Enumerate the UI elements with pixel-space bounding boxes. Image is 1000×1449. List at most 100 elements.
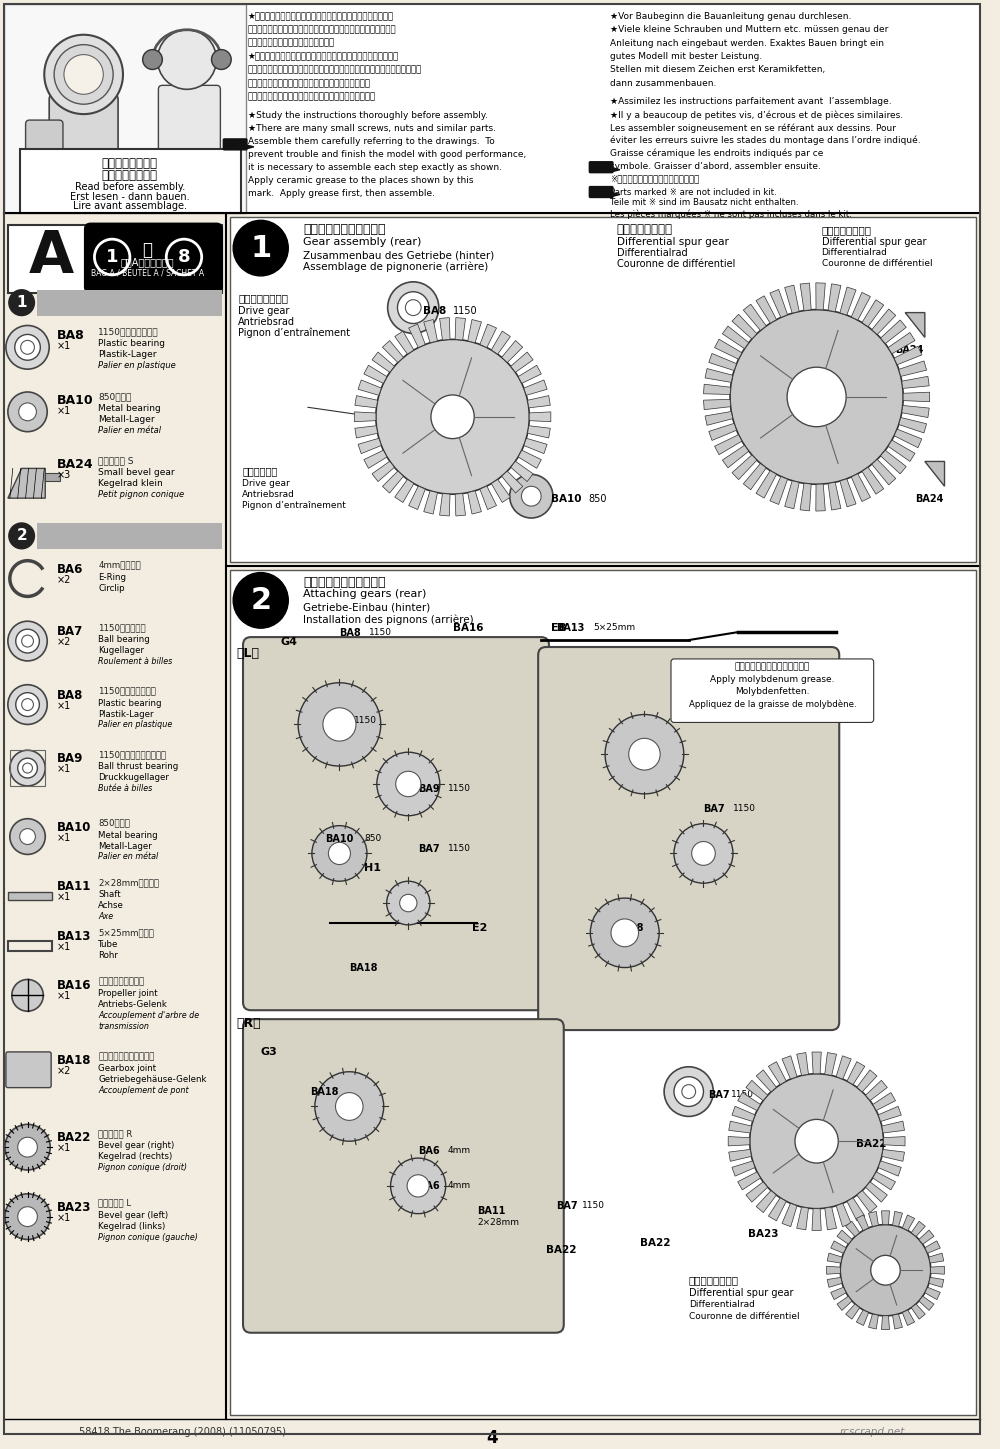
Text: Plastic bearing: Plastic bearing: [98, 698, 162, 707]
Polygon shape: [847, 1062, 865, 1085]
Polygon shape: [840, 287, 856, 314]
Circle shape: [405, 300, 421, 316]
Circle shape: [157, 30, 216, 90]
Text: 1150: 1150: [369, 629, 392, 638]
Text: Differential spur gear: Differential spur gear: [689, 1288, 793, 1298]
Polygon shape: [882, 1122, 905, 1133]
Text: BA24: BA24: [915, 494, 943, 504]
Polygon shape: [878, 1107, 901, 1122]
Text: BA6: BA6: [418, 1181, 440, 1191]
Text: Antriebsrad: Antriebsrad: [242, 490, 295, 500]
Text: 1150スラストベアリング: 1150スラストベアリング: [98, 751, 167, 759]
Text: Drive gear: Drive gear: [242, 480, 290, 488]
Polygon shape: [925, 1287, 940, 1300]
Text: BA11: BA11: [477, 1206, 506, 1216]
Polygon shape: [524, 438, 547, 454]
Text: ×1: ×1: [57, 833, 71, 842]
FancyBboxPatch shape: [85, 223, 222, 293]
Polygon shape: [768, 1062, 786, 1085]
Polygon shape: [705, 412, 733, 426]
Polygon shape: [925, 461, 945, 487]
Circle shape: [44, 35, 123, 114]
Polygon shape: [382, 341, 403, 362]
Polygon shape: [899, 417, 927, 433]
Circle shape: [233, 220, 288, 275]
Text: Palier en métal: Palier en métal: [98, 852, 159, 862]
Text: Petit pignon conique: Petit pignon conique: [98, 490, 185, 500]
Text: Read before assembly.: Read before assembly.: [75, 181, 185, 191]
Polygon shape: [355, 426, 378, 438]
Circle shape: [22, 698, 33, 710]
Polygon shape: [893, 1211, 902, 1226]
FancyBboxPatch shape: [49, 94, 118, 164]
Polygon shape: [768, 1198, 786, 1222]
Polygon shape: [836, 1203, 851, 1227]
Circle shape: [605, 714, 684, 794]
Text: G3: G3: [261, 1048, 277, 1056]
Text: Tube: Tube: [98, 940, 119, 949]
Text: Parts marked ※ are not included in kit.: Parts marked ※ are not included in kit.: [610, 187, 777, 197]
Text: Assemblage de pignonerie (arrière): Assemblage de pignonerie (arrière): [303, 262, 488, 272]
Text: Differential spur gear: Differential spur gear: [617, 238, 729, 248]
Text: 4: 4: [486, 1429, 498, 1448]
Circle shape: [8, 393, 47, 432]
Text: 1150: 1150: [453, 306, 477, 316]
Polygon shape: [354, 412, 376, 422]
Polygon shape: [518, 451, 541, 468]
Text: mark.  Apply grease first, then assemble.: mark. Apply grease first, then assemble.: [248, 188, 435, 197]
Text: Differentialrad: Differentialrad: [617, 248, 688, 258]
Polygon shape: [480, 485, 497, 510]
Text: BA22: BA22: [57, 1132, 91, 1145]
Text: Zusammenbau des Getriebe (hinter): Zusammenbau des Getriebe (hinter): [303, 251, 494, 259]
Text: BA22: BA22: [856, 1139, 886, 1149]
Text: ★Vor Baubeginn die Bauanleitung genau durchlesen.: ★Vor Baubeginn die Bauanleitung genau du…: [610, 12, 851, 20]
Polygon shape: [705, 368, 733, 383]
Circle shape: [400, 894, 417, 911]
Polygon shape: [612, 193, 620, 197]
Polygon shape: [511, 461, 533, 481]
Polygon shape: [919, 1297, 934, 1310]
Polygon shape: [899, 361, 927, 377]
Polygon shape: [455, 317, 466, 341]
Text: Metal bearing: Metal bearing: [98, 830, 158, 839]
Polygon shape: [528, 396, 550, 407]
Text: E8: E8: [551, 623, 566, 633]
Text: Appliquez de la graisse de molybdène.: Appliquez de la graisse de molybdène.: [689, 700, 856, 709]
Text: ×1: ×1: [57, 1213, 71, 1223]
Text: Erst lesen - dann bauen.: Erst lesen - dann bauen.: [70, 191, 190, 201]
Polygon shape: [528, 426, 550, 438]
Text: BA9: BA9: [57, 752, 83, 765]
Circle shape: [18, 1207, 37, 1226]
Text: ★There are many small screws, nuts and similar parts.: ★There are many small screws, nuts and s…: [248, 125, 496, 133]
FancyBboxPatch shape: [158, 85, 220, 158]
Polygon shape: [882, 1316, 889, 1330]
Text: ギヤの取り付け（リヤ）: ギヤの取り付け（リヤ）: [303, 575, 386, 588]
Polygon shape: [704, 400, 731, 410]
Text: 《デフキャリヤ》: 《デフキャリヤ》: [617, 223, 673, 236]
Text: Palier en plastique: Palier en plastique: [98, 720, 173, 729]
Polygon shape: [715, 435, 742, 455]
Text: 《デフキャリヤ》: 《デフキャリヤ》: [822, 225, 872, 235]
Text: BA7: BA7: [703, 804, 725, 814]
Text: Apply molybdenum grease.: Apply molybdenum grease.: [710, 675, 835, 684]
Text: ×2: ×2: [57, 638, 71, 648]
Text: した。必ず、グリスアップして、組みこんでください。: した。必ず、グリスアップして、組みこんでください。: [248, 93, 376, 101]
Text: 1: 1: [106, 248, 118, 267]
Polygon shape: [825, 1052, 837, 1075]
Text: Lire avant assemblage.: Lire avant assemblage.: [73, 201, 187, 212]
Circle shape: [336, 1093, 363, 1120]
Polygon shape: [732, 314, 757, 339]
Text: 8: 8: [178, 248, 190, 267]
Text: Palier en métal: Palier en métal: [98, 426, 162, 435]
Text: ～: ～: [143, 241, 153, 259]
Text: ×1: ×1: [57, 701, 71, 710]
Text: 2×28mmシャフト: 2×28mmシャフト: [98, 878, 159, 887]
Text: Differential spur gear: Differential spur gear: [822, 238, 926, 248]
Polygon shape: [8, 468, 45, 498]
Circle shape: [298, 682, 381, 767]
Text: Drive gear: Drive gear: [238, 306, 289, 316]
Text: ください。万一不良部品、不足部品などありました場合には、お: ください。万一不良部品、不足部品などありました場合には、お: [248, 25, 397, 35]
Text: Assemble them carefully referring to the drawings.  To: Assemble them carefully referring to the…: [248, 138, 495, 146]
Bar: [230, 569, 976, 1416]
Text: ×2: ×2: [57, 575, 71, 584]
